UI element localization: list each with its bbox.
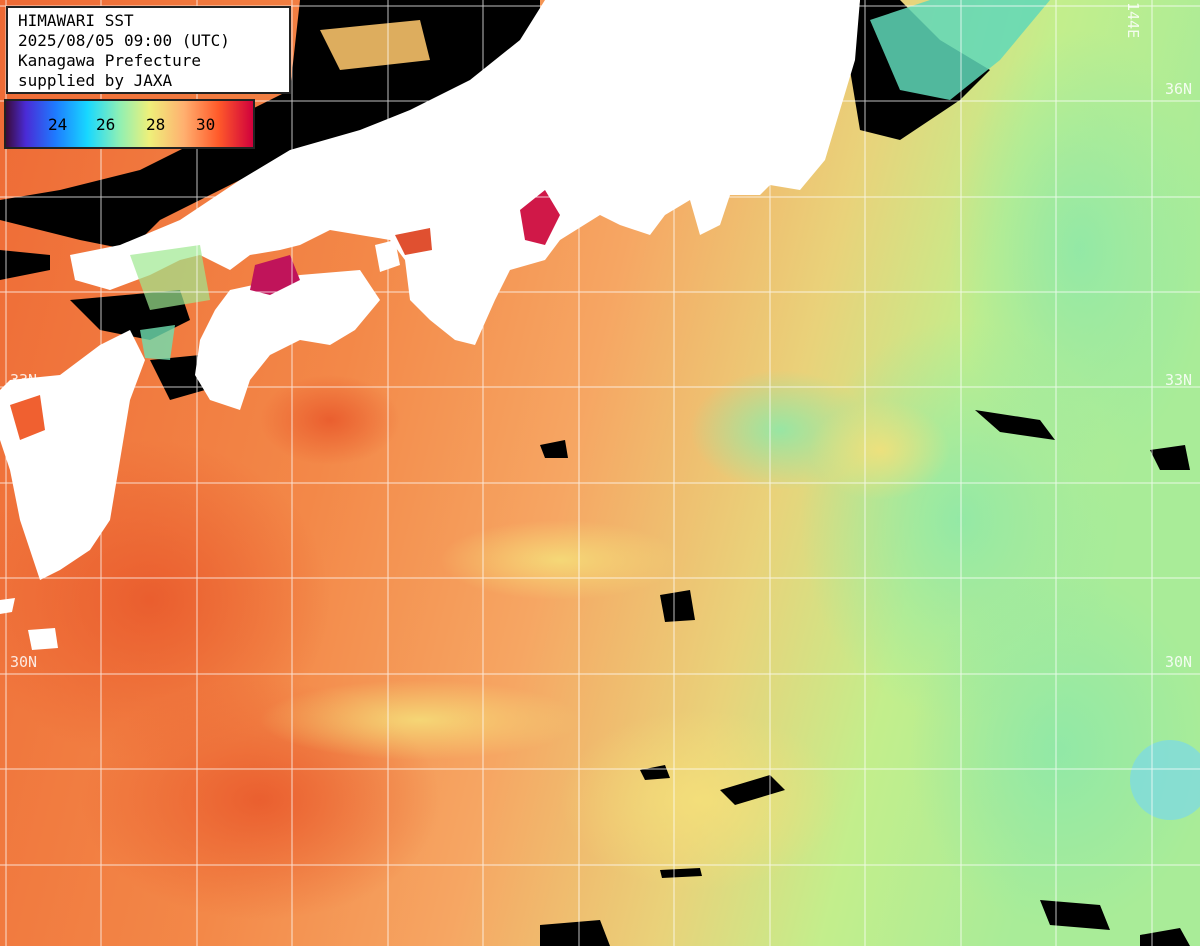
lat-label-36n: 36N: [1165, 80, 1193, 98]
temperature-legend: 24 26 28 30: [4, 99, 255, 149]
legend-tick-30: 30: [196, 115, 216, 134]
lon-label-144e: 144E: [1124, 2, 1142, 39]
info-box: HIMAWARI SST 2025/08/05 09:00 (UTC) Kana…: [6, 6, 291, 94]
map-datetime: 2025/08/05 09:00 (UTC): [18, 31, 230, 50]
map-region: Kanagawa Prefecture: [18, 51, 202, 70]
legend-tick-28: 28: [146, 115, 166, 134]
lat-label-33n: 33N: [1165, 371, 1193, 389]
lat-label-33n-left: 33N: [10, 371, 38, 389]
land: [0, 0, 860, 650]
lat-label-30n: 30N: [1165, 653, 1193, 671]
shikoku: [195, 270, 380, 410]
honshu: [70, 0, 860, 345]
hot-coastal-water: [10, 190, 560, 440]
lat-label-30n-left: 30N: [10, 653, 38, 671]
legend-tick-26: 26: [96, 115, 116, 134]
map-credit: supplied by JAXA: [18, 71, 173, 90]
cool-coastal-water: [130, 0, 1050, 360]
islet-2: [0, 598, 15, 614]
legend-tick-24: 24: [48, 115, 68, 134]
islet-1: [28, 628, 58, 650]
map-title: HIMAWARI SST: [18, 11, 134, 30]
kyushu: [0, 330, 145, 580]
